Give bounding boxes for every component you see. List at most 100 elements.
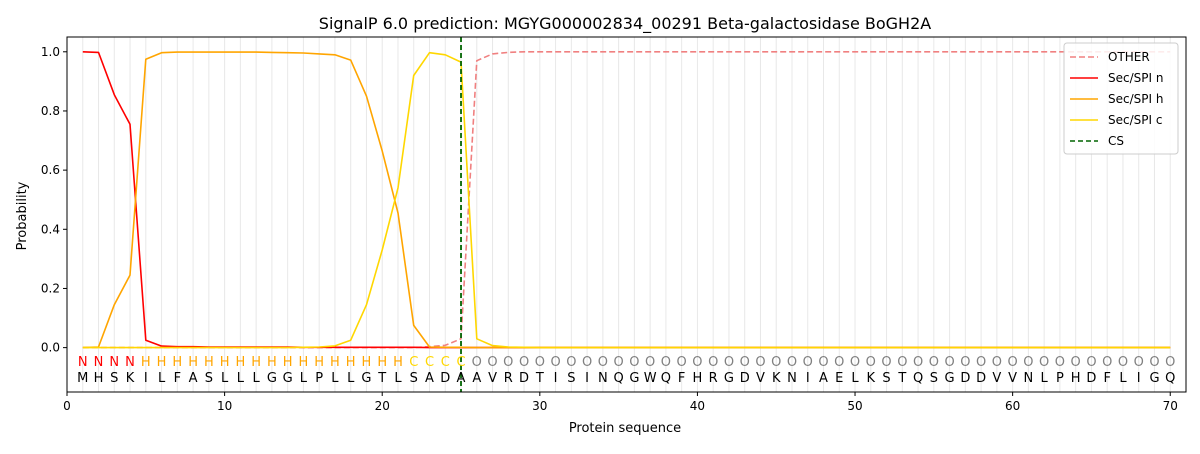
legend: OTHER Sec/SPI n Sec/SPI h Sec/SPI c CS [1063,42,1179,155]
residue-label: G [945,371,955,386]
region-label: O [803,355,813,370]
x-tick-label: 40 [690,399,705,413]
region-label: H [220,355,230,370]
residue-label: L [394,371,402,386]
y-axis-label: Probability [15,181,30,250]
region-label: H [157,355,167,370]
region-label: H [204,355,214,370]
residue-label: L [300,371,308,386]
region-label: C [425,355,434,370]
region-label: C [456,355,465,370]
region-label: O [550,355,560,370]
series-line-other [82,50,1171,349]
residue-label: M [77,371,88,386]
legend-label: OTHER [1108,50,1150,64]
residue-label: V [1008,371,1017,386]
region-label: H [393,355,403,370]
residue-label: S [205,371,213,386]
residue-label: I [554,371,558,386]
residue-label: L [158,371,166,386]
region-label: H [251,355,261,370]
region-label: H [267,355,277,370]
residue-label: G [1149,371,1159,386]
residue-label: A [425,371,434,386]
region-label: C [441,355,450,370]
region-label: O [724,355,734,370]
region-label: O [677,355,687,370]
region-label: O [929,355,939,370]
region-label: N [78,355,88,370]
region-label: O [1134,355,1144,370]
region-label: H [377,355,387,370]
y-tick-label: 0.8 [41,104,60,118]
residue-label: T [377,371,386,386]
residue-label: L [851,371,859,386]
residue-label: L [253,371,261,386]
region-label: O [535,355,545,370]
region-label: O [692,355,702,370]
series-layer [82,50,1171,349]
region-label: H [362,355,372,370]
residue-label: S [882,371,890,386]
region-label: O [629,355,639,370]
residue-label: H [1071,371,1081,386]
residue-label: A [472,371,481,386]
residue-label: Q [614,371,624,386]
chart-title: SignalP 6.0 prediction: MGYG000002834_00… [319,14,931,34]
series-line-sec-spi-n [82,51,1171,349]
region-label: O [834,355,844,370]
region-label: O [881,355,891,370]
residue-label: D [440,371,450,386]
region-label: O [472,355,482,370]
residue-label: S [567,371,575,386]
residue-label: V [488,371,497,386]
region-label: O [708,355,718,370]
region-label: O [661,355,671,370]
residue-label: D [976,371,986,386]
region-label: O [1118,355,1128,370]
region-label: N [109,355,119,370]
region-label: H [299,355,309,370]
x-tick-label: 30 [532,399,547,413]
residue-label: Q [1165,371,1175,386]
residue-label: G [283,371,293,386]
x-axis: 0 10 20 30 40 50 60 70 [63,392,1178,413]
legend-label: Sec/SPI h [1108,92,1163,106]
region-label: O [503,355,513,370]
residue-label: N [598,371,608,386]
series-line-sec-spi-c [82,51,1171,349]
residue-label: A [189,371,198,386]
region-label: O [1102,355,1112,370]
x-axis-label: Protein sequence [569,421,681,436]
residue-label: S [930,371,938,386]
region-label: O [787,355,797,370]
residue-label: Q [661,371,671,386]
region-label: O [755,355,765,370]
residue-label: F [1103,371,1110,386]
region-label: O [818,355,828,370]
plot-frame [66,36,1187,393]
x-tick-label: 50 [847,399,862,413]
region-label: O [566,355,576,370]
residue-label: H [693,371,703,386]
y-tick-label: 0.2 [41,281,60,295]
grid-layer [82,37,1171,392]
region-label: N [94,355,104,370]
x-tick-label: 60 [1005,399,1020,413]
residue-label: I [585,371,589,386]
residue-label: G [267,371,277,386]
y-tick-label: 0.6 [41,163,60,177]
region-label: O [614,355,624,370]
y-tick-label: 0.4 [41,222,60,236]
residue-label: I [1137,371,1141,386]
residue-label: T [535,371,544,386]
region-label: O [740,355,750,370]
series-line-sec-spi-h [82,51,1171,349]
residue-label: L [221,371,229,386]
residue-label: G [629,371,639,386]
x-tick-label: 20 [375,399,390,413]
region-label: H [314,355,324,370]
region-label: N [125,355,135,370]
